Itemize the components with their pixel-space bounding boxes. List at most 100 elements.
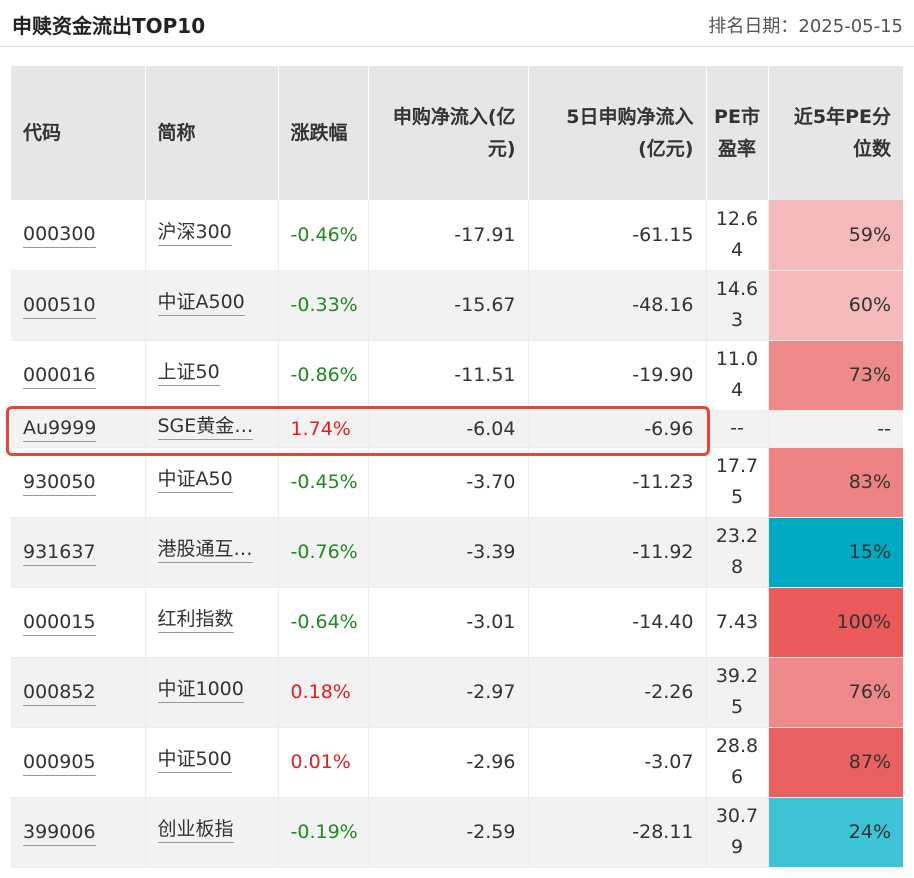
name-link[interactable]: 红利指数 <box>157 606 234 633</box>
table-row[interactable]: 000852 中证1000 0.18% -2.97 -2.26 39.25 76% <box>11 657 903 728</box>
page-title: 申赎资金流出TOP10 <box>12 14 206 38</box>
cell-net-inflow-5d: -19.90 <box>528 340 707 411</box>
page-header: 申赎资金流出TOP10 排名日期：2025-05-15 <box>0 0 914 47</box>
code-link[interactable]: 000300 <box>23 221 96 249</box>
cell-name[interactable]: 沪深300 <box>145 200 279 271</box>
column-header-code[interactable]: 代码 <box>11 66 146 200</box>
table-row[interactable]: 000510 中证A500 -0.33% -15.67 -48.16 14.63 60% <box>11 270 903 341</box>
cell-pe-percentile: 24% <box>768 797 903 868</box>
cell-code[interactable]: 399006 <box>11 797 146 868</box>
code-link[interactable]: 000015 <box>23 609 96 636</box>
cell-change: -0.76% <box>278 517 369 588</box>
table-row[interactable]: 000015 红利指数 -0.64% -3.01 -14.40 7.43 100% <box>11 587 903 658</box>
cell-change: -0.19% <box>278 797 369 868</box>
column-header-net-inflow-5d[interactable]: 5日申购净流入(亿元) <box>528 66 707 200</box>
code-link[interactable]: 000510 <box>23 292 96 319</box>
cell-net-inflow: -3.01 <box>368 587 529 658</box>
cell-name[interactable]: 中证1000 <box>145 657 279 728</box>
cell-name[interactable]: 红利指数 <box>145 587 279 658</box>
table-row[interactable]: 000300 沪深300 -0.46% -17.91 -61.15 12.64 59% <box>11 200 903 271</box>
cell-change: 1.74% <box>278 410 369 448</box>
cell-net-inflow-5d: -6.96 <box>528 410 707 448</box>
table-body: 000300 沪深300 -0.46% -17.91 -61.15 12.64 59% 000… <box>11 200 903 868</box>
cell-pe: 14.63 <box>706 270 769 341</box>
cell-code[interactable]: 930050 <box>11 447 146 518</box>
cell-pe-percentile: 60% <box>768 270 903 341</box>
cell-pe: 23.28 <box>706 517 769 588</box>
cell-name[interactable]: 上证50 <box>145 340 279 411</box>
cell-pe-percentile: 83% <box>768 447 903 518</box>
code-link[interactable]: 399006 <box>23 819 96 846</box>
cell-pe: 39.25 <box>706 657 769 728</box>
cell-code[interactable]: 000510 <box>11 270 146 341</box>
cell-net-inflow: -2.96 <box>368 727 529 798</box>
cell-code[interactable]: 931637 <box>11 517 146 588</box>
cell-pe-percentile: -- <box>768 410 903 448</box>
name-link[interactable]: 中证1000 <box>157 676 244 703</box>
name-link[interactable]: 中证A500 <box>157 289 245 316</box>
name-link[interactable]: 创业板指 <box>157 816 234 843</box>
table-row[interactable]: 399006 创业板指 -0.19% -2.59 -28.11 30.79 24% <box>11 797 903 868</box>
cell-name[interactable]: 创业板指 <box>145 797 279 868</box>
column-header-name[interactable]: 简称 <box>145 66 279 200</box>
cell-change: 0.18% <box>278 657 369 728</box>
table-row[interactable]: 930050 中证A50 -0.45% -3.70 -11.23 17.75 83% <box>11 447 903 518</box>
cell-net-inflow-5d: -48.16 <box>528 270 707 341</box>
cell-name[interactable]: 港股通互… <box>145 517 279 588</box>
outflow-table: 代码 简称 涨跌幅 申购净流入(亿元) 5日申购净流入(亿元) PE市盈率 近5… <box>11 66 903 868</box>
cell-pe-percentile: 100% <box>768 587 903 658</box>
cell-net-inflow-5d: -61.15 <box>528 200 707 271</box>
code-link[interactable]: 931637 <box>23 539 96 566</box>
cell-change: -0.45% <box>278 447 369 518</box>
cell-change: -0.86% <box>278 340 369 411</box>
table-row[interactable]: 000905 中证500 0.01% -2.96 -3.07 28.86 87% <box>11 727 903 798</box>
code-link[interactable]: 930050 <box>23 469 96 496</box>
name-link[interactable]: 港股通互… <box>157 536 253 563</box>
cell-net-inflow: -11.51 <box>368 340 529 411</box>
name-link[interactable]: 中证A50 <box>157 466 233 493</box>
cell-net-inflow: -17.91 <box>368 200 529 271</box>
column-header-change[interactable]: 涨跌幅 <box>278 66 369 200</box>
name-link[interactable]: 沪深300 <box>157 219 232 246</box>
table-row[interactable]: 931637 港股通互… -0.76% -3.39 -11.92 23.28 15% <box>11 517 903 588</box>
cell-name[interactable]: 中证A500 <box>145 270 279 341</box>
cell-net-inflow: -3.70 <box>368 447 529 518</box>
cell-code[interactable]: 000300 <box>11 200 146 271</box>
code-link[interactable]: 000852 <box>23 679 96 706</box>
code-link[interactable]: 000905 <box>23 749 96 776</box>
cell-pe-percentile: 76% <box>768 657 903 728</box>
cell-pe-percentile: 87% <box>768 727 903 798</box>
name-link[interactable]: 上证50 <box>157 359 220 386</box>
cell-change: -0.64% <box>278 587 369 658</box>
table-row[interactable]: 000016 上证50 -0.86% -11.51 -19.90 11.04 73% <box>11 340 903 411</box>
cell-net-inflow-5d: -2.26 <box>528 657 707 728</box>
cell-net-inflow-5d: -14.40 <box>528 587 707 658</box>
cell-name[interactable]: 中证500 <box>145 727 279 798</box>
cell-change: -0.33% <box>278 270 369 341</box>
cell-pe: 28.86 <box>706 727 769 798</box>
cell-code[interactable]: 000852 <box>11 657 146 728</box>
cell-name[interactable]: 中证A50 <box>145 447 279 518</box>
column-header-pe-percentile[interactable]: 近5年PE分位数 <box>768 66 903 200</box>
cell-pe: 12.64 <box>706 200 769 271</box>
column-header-pe[interactable]: PE市盈率 <box>706 66 769 200</box>
cell-net-inflow: -2.97 <box>368 657 529 728</box>
cell-pe-percentile: 59% <box>768 200 903 271</box>
table-row[interactable]: Au9999 SGE黄金… 1.74% -6.04 -6.96 -- -- <box>11 410 903 448</box>
cell-code[interactable]: Au9999 <box>11 410 146 448</box>
cell-pe: 30.79 <box>706 797 769 868</box>
cell-pe: 7.43 <box>706 587 769 658</box>
code-link[interactable]: Au9999 <box>23 415 97 442</box>
name-link[interactable]: SGE黄金… <box>157 413 254 440</box>
cell-pe: -- <box>706 410 769 448</box>
cell-net-inflow-5d: -3.07 <box>528 727 707 798</box>
column-header-net-inflow[interactable]: 申购净流入(亿元) <box>368 66 529 200</box>
rank-date: 排名日期：2025-05-15 <box>708 16 903 37</box>
cell-code[interactable]: 000015 <box>11 587 146 658</box>
name-link[interactable]: 中证500 <box>157 746 232 773</box>
cell-name[interactable]: SGE黄金… <box>145 410 279 448</box>
cell-code[interactable]: 000016 <box>11 340 146 411</box>
code-link[interactable]: 000016 <box>23 362 96 389</box>
cell-code[interactable]: 000905 <box>11 727 146 798</box>
cell-pe-percentile: 15% <box>768 517 903 588</box>
